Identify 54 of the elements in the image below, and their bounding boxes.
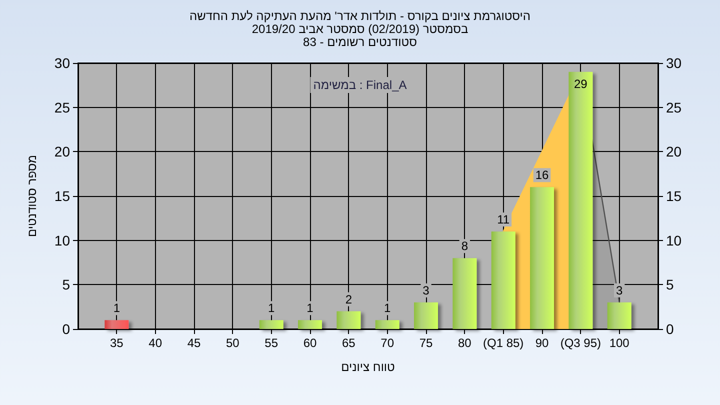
bar bbox=[607, 302, 632, 329]
x-tick-label: 75 bbox=[419, 336, 433, 350]
y-tick-label: 15 bbox=[54, 188, 70, 204]
data-label: 1 bbox=[306, 301, 314, 316]
data-label: 11 bbox=[497, 212, 510, 226]
y-tick-label: 25 bbox=[54, 99, 70, 116]
data-label: 3 bbox=[616, 283, 623, 298]
y2-tick-label: 10 bbox=[666, 232, 682, 248]
x-tick-label: 45 bbox=[187, 336, 201, 350]
data-label: 2 bbox=[345, 292, 352, 306]
x-tick-label: 35 bbox=[110, 336, 124, 350]
y2-tick-label: 15 bbox=[666, 188, 682, 204]
y-tick-label: 5 bbox=[62, 276, 70, 293]
y2-tick-label: 5 bbox=[666, 276, 674, 293]
y2-tick-label: 20 bbox=[666, 144, 682, 160]
data-label: 8 bbox=[461, 239, 468, 254]
x-tick-label: 100 bbox=[609, 336, 630, 350]
x-tick-label: 60 bbox=[303, 336, 317, 350]
data-label: 29 bbox=[574, 76, 588, 91]
chart-title: היסטוגרמת ציונים בקורס - תולדות אדר' מהעת העתיקה לעת החדשה bbox=[188, 9, 532, 23]
x-tick-label: 80 bbox=[458, 336, 472, 350]
bar bbox=[375, 320, 400, 329]
data-label: 1 bbox=[113, 301, 120, 316]
chart-subtitle: בסמסטר (02/2019) סמסטר אביב 2019/20 סטודנטים רשומים - 83 bbox=[250, 22, 470, 49]
bar bbox=[298, 320, 322, 329]
bar bbox=[259, 320, 284, 329]
x-tick-label: 65 bbox=[342, 336, 356, 350]
data-label: 1 bbox=[384, 301, 391, 316]
x-tick-label: (Q1 85) bbox=[482, 336, 524, 350]
annotation: במשימה : Final_A bbox=[313, 78, 407, 92]
bar bbox=[452, 258, 477, 329]
bar bbox=[530, 187, 554, 329]
y-tick-label: 10 bbox=[54, 232, 70, 248]
bar bbox=[491, 231, 516, 329]
y2-tick-label: 25 bbox=[666, 99, 682, 116]
y-tick-label: 30 bbox=[54, 55, 70, 71]
x-tick-label: 90 bbox=[535, 336, 549, 350]
y-tick-label: 20 bbox=[54, 144, 70, 160]
data-label: 3 bbox=[422, 283, 430, 298]
bar bbox=[104, 320, 129, 329]
x-tick-label: 55 bbox=[264, 336, 278, 350]
x-tick-label: 70 bbox=[380, 336, 394, 350]
y2-tick-label: 30 bbox=[666, 55, 682, 71]
x-axis-title: טווח ציונים bbox=[341, 360, 396, 374]
data-label: 1 bbox=[268, 301, 275, 316]
y-tick-label: 0 bbox=[62, 321, 70, 337]
bar bbox=[414, 302, 438, 329]
y-axis-title: מספר סטודנטים bbox=[25, 154, 39, 238]
y2-tick-label: 0 bbox=[666, 321, 674, 337]
bar bbox=[336, 311, 361, 329]
x-tick-label: (Q3 95) bbox=[560, 336, 602, 350]
x-tick-label: 40 bbox=[148, 336, 162, 350]
data-label: 16 bbox=[535, 168, 549, 182]
x-tick-label: 50 bbox=[226, 336, 240, 350]
